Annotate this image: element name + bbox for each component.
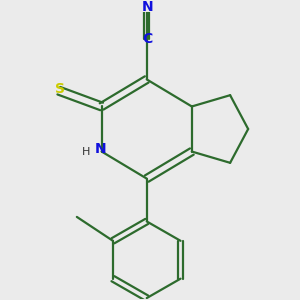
Text: N: N	[94, 142, 106, 156]
Text: H: H	[82, 146, 90, 157]
Text: S: S	[55, 82, 64, 96]
Text: C: C	[142, 32, 153, 46]
Text: N: N	[142, 0, 153, 14]
